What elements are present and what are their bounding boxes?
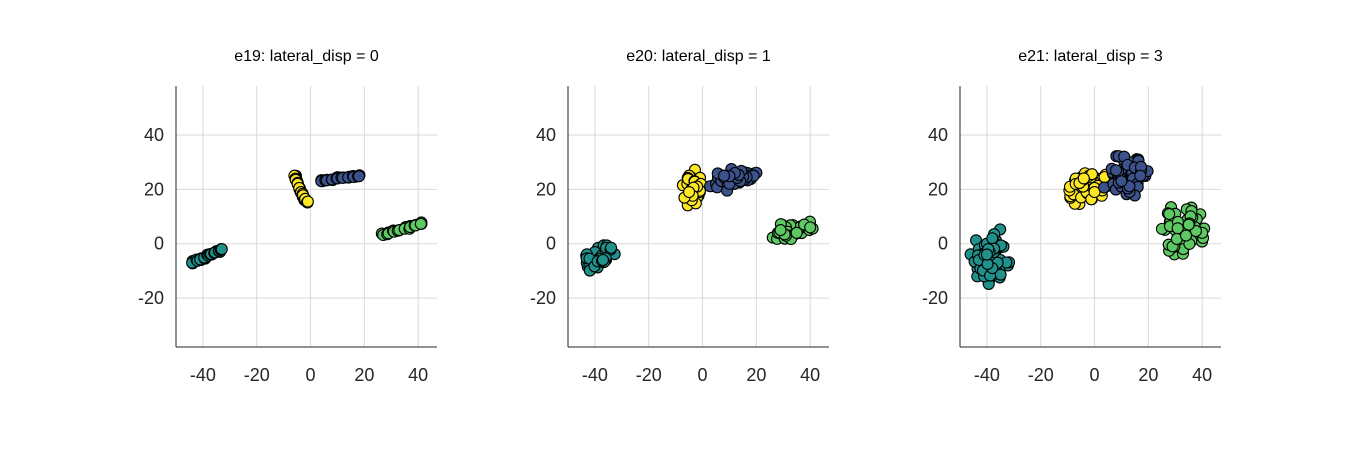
series-green [375,216,428,242]
y-tick-label: -20 [138,288,164,308]
series-green [1155,201,1211,261]
x-tick-label: -20 [636,365,662,385]
data-point [1179,229,1193,242]
data-point [683,185,696,199]
data-point [804,221,817,234]
series-teal [580,239,621,277]
data-point [352,170,366,183]
data-point [718,169,731,182]
data-point [1134,169,1147,182]
data-point [215,243,228,256]
series-blue [315,169,366,188]
chart-panel-2: e20: lateral_disp = 1 -40 -20 0 20 40 -20 0 20 40 [530,48,829,385]
chart-panel-3: e21: lateral_disp = 3 -40 -20 0 20 40 -20 0 20 40 [922,48,1221,385]
data-point [1115,175,1128,188]
x-tick-label: 40 [408,365,428,385]
x-tick-label: 20 [1138,365,1158,385]
data-point [1110,164,1123,177]
x-tick-label: 0 [1090,365,1100,385]
y-tick-label: 20 [536,179,556,199]
series-blue [704,162,763,197]
x-tick-label: -20 [1028,365,1054,385]
x-tick-label: 40 [1192,365,1212,385]
y-tick-label: -20 [530,288,556,308]
x-tick-label: 40 [800,365,820,385]
y-tick-label: 40 [928,125,948,145]
series-green [766,215,819,246]
chart-title: e20: lateral_disp = 1 [626,48,771,65]
x-tick-label: 0 [698,365,708,385]
x-tick-label: 0 [306,365,316,385]
series-yellow [676,163,709,212]
data-point [414,217,427,230]
data-point [1182,218,1195,231]
chart-panel-1: e19: lateral_disp = 0 -40 -20 0 20 40 -20 0 20 40 [138,48,437,385]
data-point [596,253,610,267]
data-point [774,224,787,237]
y-tick-label: 0 [154,234,164,254]
data-point [605,241,618,254]
x-tick-label: -40 [582,365,608,385]
x-tick-label: -40 [190,365,216,385]
data-point [1088,185,1101,199]
data-point [986,232,999,245]
series-yellow [288,169,314,209]
chart-title: e19: lateral_disp = 0 [234,48,379,65]
y-tick-label: 40 [144,125,164,145]
data-point [301,195,314,208]
x-tick-label: 20 [746,365,766,385]
data-point [1077,172,1090,185]
chart-title: e21: lateral_disp = 3 [1018,48,1163,65]
y-tick-label: 0 [546,234,556,254]
x-tick-label: -40 [974,365,1000,385]
series-teal [964,223,1016,290]
y-tick-label: 20 [928,179,948,199]
y-tick-label: -20 [922,288,948,308]
data-point [980,248,993,261]
y-tick-label: 0 [938,234,948,254]
y-tick-label: 20 [144,179,164,199]
x-tick-label: 20 [354,365,374,385]
data-point [790,226,803,239]
data-point [1163,207,1176,221]
series-teal [186,243,228,270]
series-blue [1098,150,1154,202]
y-tick-label: 40 [536,125,556,145]
x-tick-label: -20 [244,365,270,385]
